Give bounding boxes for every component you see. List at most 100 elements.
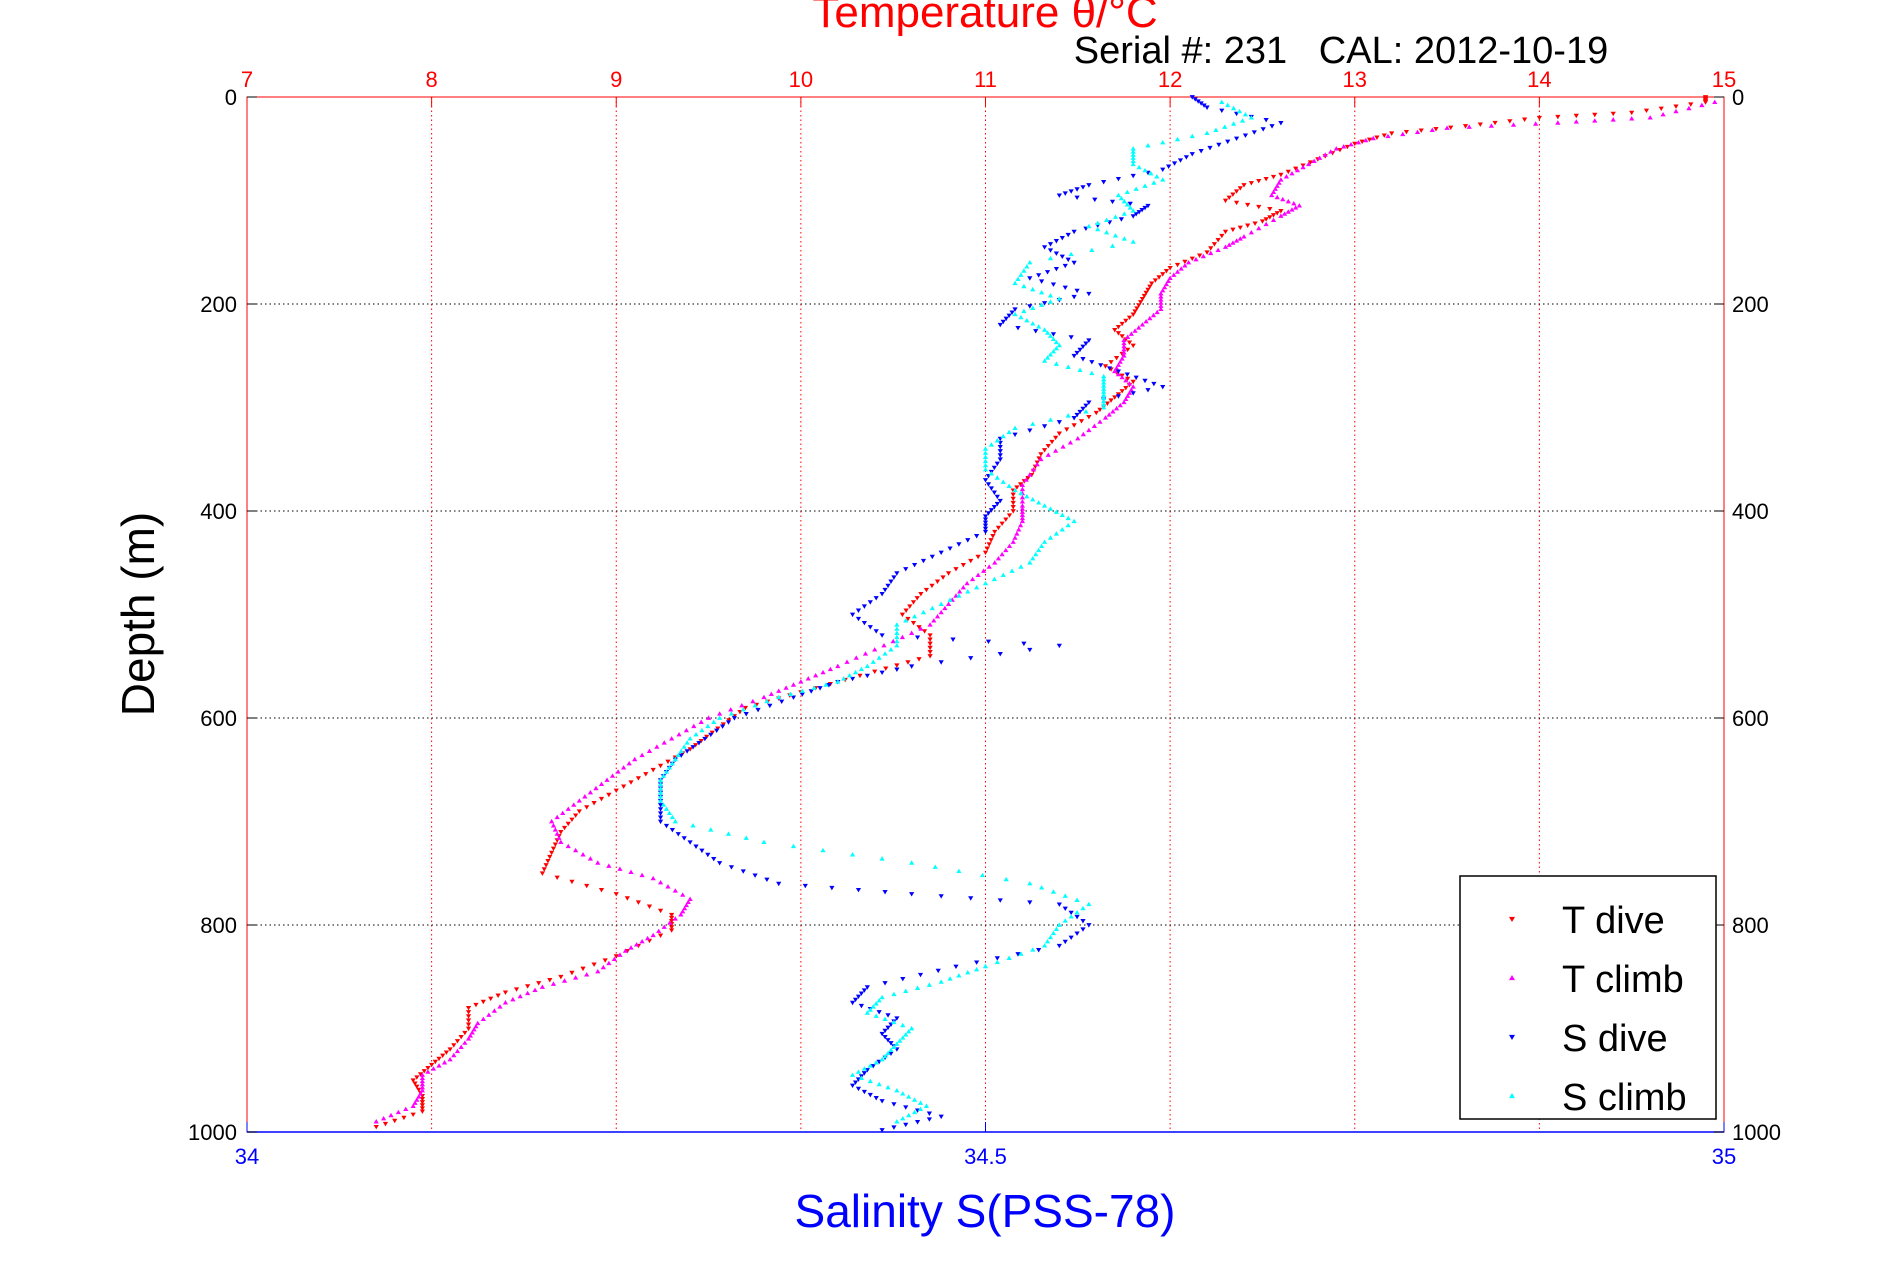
s-dive-point bbox=[1062, 906, 1068, 912]
t-dive-point bbox=[465, 1026, 472, 1032]
s-climb-point bbox=[684, 740, 690, 745]
t-climb-point bbox=[639, 752, 645, 758]
t-climb-point bbox=[862, 651, 869, 656]
s-dive-point bbox=[696, 741, 702, 746]
t-dive-point bbox=[1222, 198, 1229, 204]
t-dive-point bbox=[1156, 275, 1162, 280]
s-dive-point bbox=[1033, 329, 1039, 334]
t-climb-point bbox=[1121, 353, 1127, 358]
s-climb-point bbox=[882, 651, 888, 656]
s-climb-point bbox=[1053, 531, 1059, 536]
t-dive-point bbox=[1263, 176, 1269, 182]
t-dive-point bbox=[1038, 452, 1044, 457]
s-dive-point bbox=[982, 478, 989, 483]
s-dive-point bbox=[1080, 185, 1086, 190]
s-climb-point bbox=[938, 601, 944, 606]
t-dive-point bbox=[392, 1118, 398, 1124]
t-climb-point bbox=[827, 666, 834, 672]
t-climb-point bbox=[691, 723, 697, 729]
s-climb-point bbox=[787, 691, 794, 697]
t-dive-point bbox=[1536, 115, 1542, 121]
s-climb-point bbox=[909, 860, 915, 865]
t-climb-point bbox=[680, 908, 686, 914]
s-climb-point bbox=[1053, 509, 1059, 514]
t-dive-point bbox=[410, 1078, 416, 1083]
s-climb-point bbox=[1127, 205, 1133, 210]
s-dive-point bbox=[852, 997, 859, 1003]
s-climb-point bbox=[897, 1038, 903, 1043]
t-climb-point bbox=[1010, 539, 1016, 544]
s-climb-point bbox=[1006, 955, 1012, 960]
s-dive-point bbox=[678, 753, 684, 758]
s-climb-point bbox=[982, 462, 989, 468]
s-climb-point bbox=[861, 1066, 867, 1071]
s-dive-point bbox=[1086, 338, 1092, 343]
t-climb-point bbox=[1102, 415, 1109, 420]
t-dive-point bbox=[1197, 253, 1203, 258]
x-axis-label: Salinity S(PSS-78) bbox=[795, 1185, 1176, 1237]
t-climb-point bbox=[1226, 242, 1232, 247]
t-climb-point bbox=[665, 884, 671, 889]
t-climb-point bbox=[1019, 515, 1026, 521]
s-dive-point bbox=[855, 616, 862, 622]
s-climb-point bbox=[1044, 355, 1051, 360]
s-climb-point bbox=[988, 442, 995, 447]
t-dive-point bbox=[899, 612, 906, 618]
s-dive-point bbox=[1027, 276, 1033, 281]
s-dive-point bbox=[657, 803, 664, 808]
s-climb-point bbox=[1012, 487, 1018, 493]
t-climb-point bbox=[609, 773, 616, 778]
s-dive-point bbox=[982, 514, 989, 519]
s-climb-point bbox=[1018, 314, 1024, 320]
s-dive-point bbox=[705, 852, 711, 858]
t-climb-point bbox=[1291, 201, 1297, 206]
s-dive-point bbox=[982, 526, 989, 532]
t-climb-point bbox=[1629, 116, 1635, 121]
s-climb-point bbox=[1039, 543, 1045, 549]
s-dive-point bbox=[1086, 183, 1092, 188]
t-dive-point bbox=[549, 850, 555, 856]
s-dive-point bbox=[912, 563, 918, 568]
t-climb-point bbox=[1019, 494, 1026, 500]
s-dive-point bbox=[790, 695, 797, 700]
s-dive-point bbox=[1083, 403, 1089, 409]
s-climb-point bbox=[1030, 556, 1036, 561]
t-dive-point bbox=[1134, 306, 1140, 311]
s-climb-point bbox=[1089, 370, 1095, 376]
t-climb-point bbox=[395, 1109, 401, 1115]
s-dive-point bbox=[657, 819, 664, 825]
t-dive-point bbox=[410, 1112, 416, 1118]
t-dive-point bbox=[558, 974, 564, 980]
s-climb-point bbox=[776, 694, 782, 700]
s-climb-point bbox=[1115, 192, 1122, 198]
t-climb-point bbox=[672, 916, 678, 921]
s-climb-point bbox=[914, 985, 921, 990]
t-dive-point bbox=[502, 990, 509, 995]
s-climb-point bbox=[988, 471, 995, 476]
t-dive-point bbox=[613, 788, 619, 794]
s-dive-point bbox=[708, 732, 714, 738]
s-dive-point bbox=[985, 511, 992, 516]
t-climb-point bbox=[1333, 146, 1339, 151]
t-dive-point bbox=[687, 747, 693, 752]
s-climb-point bbox=[1050, 889, 1057, 894]
t-climb-point bbox=[617, 866, 623, 871]
s-dive-point bbox=[1056, 943, 1062, 949]
t-climb-point bbox=[750, 698, 756, 704]
t-climb-point bbox=[1147, 315, 1153, 321]
s-climb-point bbox=[1030, 321, 1036, 326]
t-climb-point bbox=[419, 1088, 425, 1093]
s-climb-point bbox=[1047, 333, 1054, 338]
s-dive-point bbox=[914, 1120, 921, 1125]
s-climb-point bbox=[876, 1081, 882, 1087]
t-climb-point bbox=[550, 981, 557, 986]
s-climb-point bbox=[1121, 211, 1127, 216]
t-dive-point bbox=[635, 776, 642, 781]
s-dive-point bbox=[1080, 919, 1086, 924]
t-climb-point bbox=[1289, 207, 1295, 212]
t-dive-point bbox=[591, 801, 597, 806]
s-climb-point bbox=[1047, 535, 1054, 540]
s-dive-point bbox=[879, 1128, 885, 1133]
s-dive-point bbox=[1189, 152, 1195, 157]
s-climb-point bbox=[657, 798, 664, 803]
